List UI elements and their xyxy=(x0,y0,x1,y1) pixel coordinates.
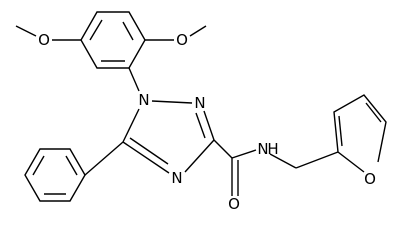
furan-oxygen: O xyxy=(364,170,376,188)
amide-hydrogen: H xyxy=(267,140,278,158)
triazole-nitrogen: N xyxy=(138,91,149,109)
triazole-nitrogen: N xyxy=(194,94,205,112)
methoxy-oxygen: O xyxy=(176,31,188,49)
methoxy-oxygen: O xyxy=(38,31,50,49)
carbonyl-oxygen: O xyxy=(228,195,240,213)
amide-nitrogen: N xyxy=(257,140,268,158)
triazole-nitrogen: N xyxy=(171,169,182,187)
bonds xyxy=(15,11,387,202)
